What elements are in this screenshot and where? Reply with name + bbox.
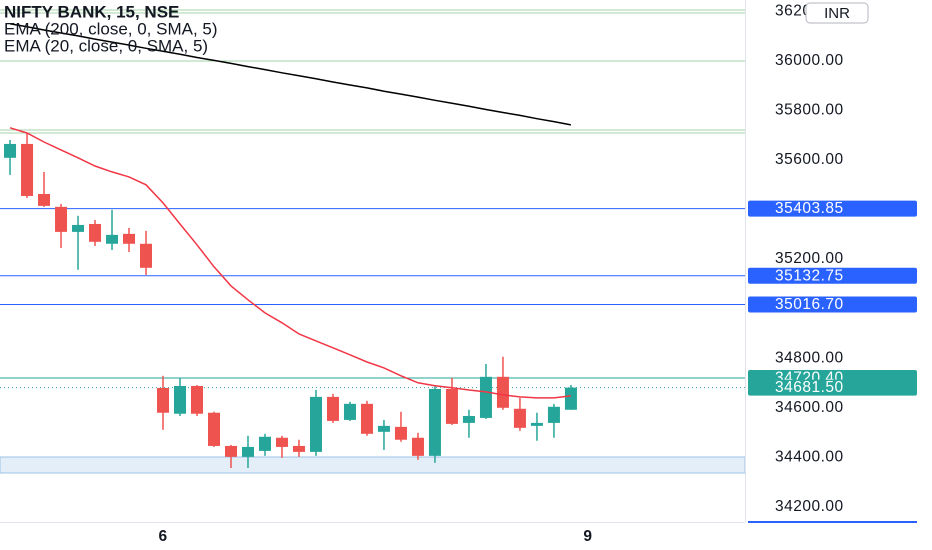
candle-body — [174, 385, 187, 414]
candle-body — [292, 445, 305, 452]
axis: 34200.00 34400.00 34600.00 34800.00 35200.00… — [158, 2, 917, 545]
price-label: 35016.70 — [775, 296, 844, 313]
x-tick-label: 9 — [583, 528, 592, 545]
candle-body — [377, 425, 390, 432]
candle-body — [479, 376, 492, 418]
price-label-box — [748, 267, 917, 284]
indicator-line — [9, 127, 571, 399]
candle-body — [89, 223, 102, 242]
candle-body — [360, 403, 373, 434]
y-tick-label: 34800.00 — [775, 349, 844, 366]
price-label: 35403.85 — [775, 200, 844, 217]
candle-body — [275, 437, 288, 447]
y-tick-label: 34400.00 — [775, 448, 844, 465]
legend-entry: EMA (20, close, 0, SMA, 5) — [4, 36, 208, 55]
y-tick-label: 35800.00 — [775, 102, 844, 119]
candle-body — [547, 406, 560, 423]
candle-body — [207, 412, 220, 446]
indicator-line — [9, 23, 572, 126]
candle-body — [123, 233, 136, 244]
candle-body — [241, 446, 254, 457]
legend-entry: EMA (200, close, 0, SMA, 5) — [4, 19, 218, 38]
candle-body — [106, 234, 119, 244]
candle-body — [445, 388, 458, 424]
candle-body — [496, 376, 509, 408]
currency-badge[interactable]: INR — [805, 2, 869, 24]
candle-body — [140, 243, 153, 268]
y-tick-label: 34600.00 — [775, 399, 844, 416]
candle-body — [21, 143, 34, 196]
candle-body — [513, 408, 526, 428]
zone — [0, 456, 746, 474]
candle-body — [394, 426, 407, 440]
price-label-box — [748, 296, 917, 313]
plot — [0, 23, 745, 468]
candle-body — [343, 403, 356, 420]
candle-body — [411, 437, 424, 456]
candle-body — [326, 396, 339, 421]
candle-body — [38, 193, 51, 206]
chart-title: NIFTY BANK, 15, NSE — [4, 2, 179, 21]
y-tick-label: 34200.00 — [775, 498, 844, 515]
x-tick-label: 6 — [158, 528, 167, 545]
candle-body — [530, 422, 543, 426]
candle-body — [428, 388, 441, 456]
candle-body — [157, 387, 170, 413]
badge[interactable] — [805, 2, 869, 24]
candle-body — [4, 143, 17, 158]
candle-body — [191, 385, 204, 414]
candle-body — [564, 387, 577, 410]
y-tick-label: 36000.00 — [775, 52, 844, 69]
candle-body — [55, 206, 68, 232]
candle-body — [258, 436, 271, 451]
y-tick-label: 35600.00 — [775, 151, 844, 168]
candle-body — [224, 445, 237, 457]
candle-body — [309, 396, 322, 452]
currency[interactable]: INR — [824, 5, 850, 22]
price-label: 35132.75 — [775, 267, 844, 284]
legend: NIFTY BANK, 15, NSE EMA (200, close, 0, … — [4, 2, 218, 55]
price-label-box — [748, 379, 917, 396]
price-label: 34681.50 — [775, 379, 844, 396]
price-label-box — [748, 200, 917, 217]
candle-body — [72, 224, 85, 232]
y-tick-label: 35200.00 — [775, 250, 844, 267]
candle-body — [462, 415, 475, 423]
